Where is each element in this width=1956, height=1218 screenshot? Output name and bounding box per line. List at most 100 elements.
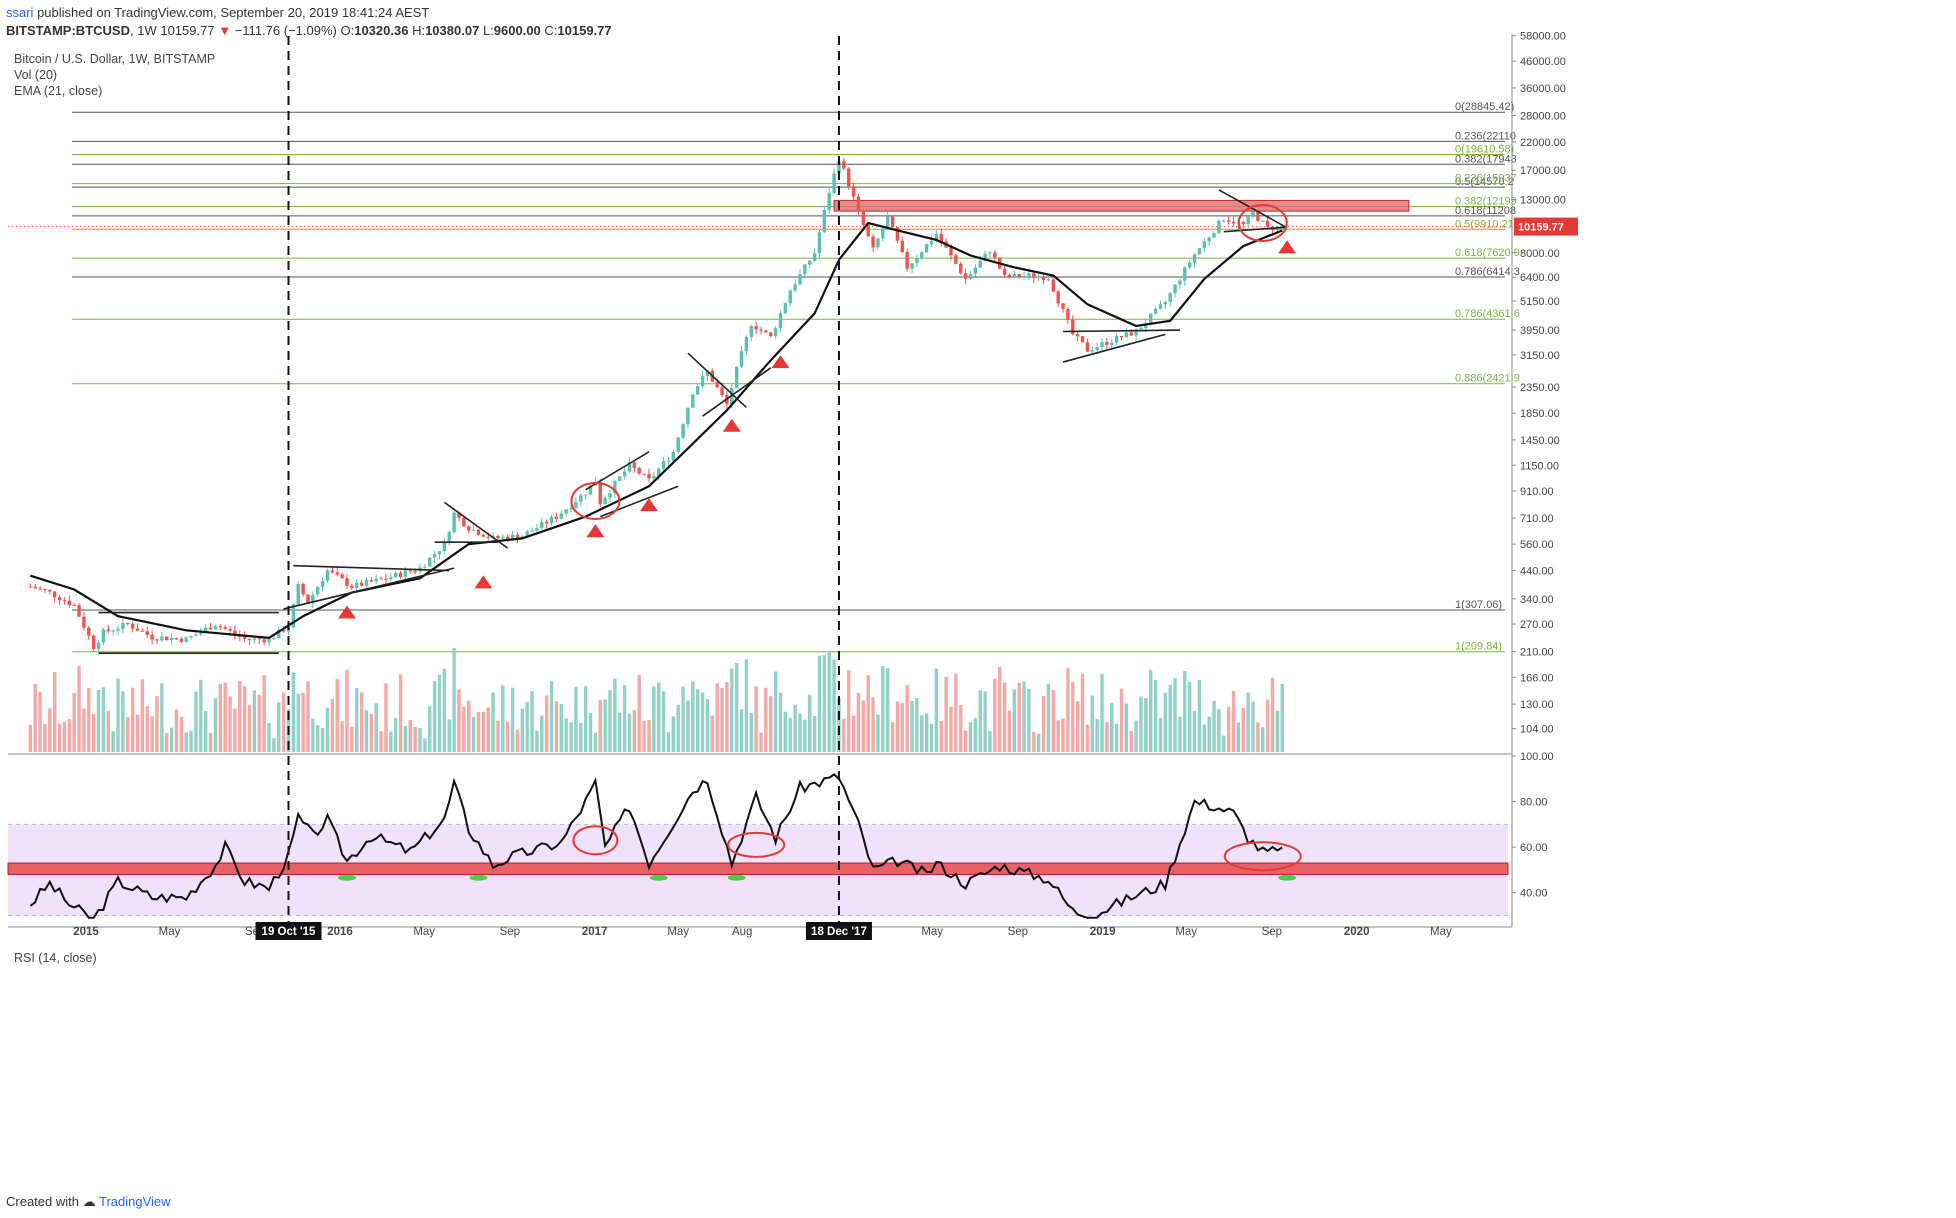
volume-bar-252 (1256, 722, 1260, 752)
time-tick-label-0: 2015 (73, 926, 99, 938)
candle-body-221 (1105, 342, 1109, 345)
candle-body-218 (1090, 350, 1094, 352)
volume-bar-55 (296, 693, 300, 752)
candle-body-78 (408, 570, 412, 572)
candle-body-183 (920, 252, 924, 258)
volume-bar-113 (579, 723, 583, 752)
volume-bar-172 (866, 675, 870, 752)
price-tick-label-2: 36000.00 (1520, 83, 1566, 95)
candle-body-9 (72, 605, 76, 607)
volume-bar-213 (1066, 668, 1070, 752)
volume-bar-220 (1100, 673, 1104, 752)
volume-bar-59 (316, 725, 320, 752)
volume-bar-68 (359, 692, 364, 752)
volume-bar-241 (1202, 724, 1206, 752)
candle-body-120 (613, 480, 617, 494)
volume-bar-81 (423, 738, 427, 752)
legend-volume: Vol (20) (14, 68, 58, 82)
time-tick-label-12: Sep (1008, 926, 1028, 938)
volume-bar-1 (33, 683, 37, 752)
price-tick-label-8: 8000.00 (1520, 248, 1560, 260)
candle-body-22 (135, 628, 140, 631)
candle-body-109 (559, 513, 563, 519)
volume-bar-211 (1056, 720, 1060, 752)
volume-bar-45 (247, 705, 252, 752)
brand-name[interactable]: TradingView (99, 1194, 171, 1209)
candle-body-93 (481, 534, 486, 537)
price-tick-label-15: 1450.00 (1520, 435, 1560, 447)
candle-body-52 (281, 629, 286, 632)
volume-bar-57 (306, 681, 310, 752)
candle-body-250 (1246, 216, 1250, 225)
volume-bar-243 (1212, 701, 1216, 752)
volume-bar-104 (535, 730, 539, 752)
candle-body-99 (510, 534, 515, 540)
candle-body-83 (432, 554, 437, 558)
candle-body-131 (666, 460, 671, 462)
candle-body-193 (968, 273, 973, 279)
volume-bar-240 (1197, 679, 1202, 752)
candle-body-88 (457, 512, 461, 518)
candle-body-137 (695, 386, 700, 395)
candle-body-224 (1119, 335, 1124, 338)
candle-body-165 (832, 173, 836, 193)
candle-body-150 (759, 329, 763, 331)
candle-body-167 (842, 161, 846, 169)
candle-body-57 (306, 594, 310, 604)
volume-bar-199 (998, 666, 1002, 752)
time-tick-label-8: May (667, 926, 689, 938)
volume-bar-43 (238, 680, 242, 752)
candle-body-49 (267, 638, 271, 643)
candle-body-64 (340, 574, 344, 579)
volume-bar-95 (491, 692, 495, 752)
volume-bar-88 (457, 689, 461, 752)
trendline-10 (1062, 333, 1166, 363)
candle-body-145 (734, 366, 739, 388)
volume-bar-244 (1217, 709, 1221, 752)
candle-body-178 (895, 227, 900, 241)
candle-body-34 (194, 634, 198, 636)
candle-body-81 (423, 566, 427, 568)
candle-body-155 (783, 303, 788, 314)
volume-bar-253 (1261, 727, 1265, 752)
volume-bar-38 (213, 698, 218, 752)
volume-bar-230 (1149, 669, 1153, 752)
candle-body-233 (1163, 302, 1168, 305)
candle-body-226 (1129, 332, 1133, 336)
candle-body-105 (540, 521, 544, 528)
volume-bar-186 (934, 668, 939, 752)
time-tick-label-6: Sep (500, 926, 520, 938)
author-name[interactable]: ssari (6, 5, 34, 20)
volume-bar-56 (301, 692, 305, 752)
rsi-support-band (7, 862, 1509, 875)
volume-bar-141 (715, 683, 719, 752)
down-arrow-icon: ▼ (218, 23, 232, 38)
highlight-circle-1 (1237, 203, 1288, 242)
volume-bar-128 (652, 686, 656, 752)
fib-level-label-5: 0.236(15037 (1455, 173, 1517, 185)
rsi-marker-4 (1278, 874, 1297, 881)
volume-bar-24 (145, 706, 149, 752)
candle-body-139 (705, 370, 710, 377)
candle-body-59 (316, 586, 320, 595)
volume-bar-131 (666, 732, 671, 752)
fib-level-label-9: 0.618(7620.9 (1455, 247, 1520, 259)
volume-bar-168 (846, 670, 851, 752)
candle-body-42 (233, 630, 237, 635)
published-text: published on TradingView.com, September … (37, 5, 430, 20)
candle-body-238 (1187, 262, 1192, 268)
candle-body-115 (588, 485, 593, 495)
price-tick-label-3: 28000.00 (1520, 111, 1566, 123)
volume-bar-73 (384, 683, 388, 752)
volume-bar-204 (1022, 681, 1026, 752)
candle-body-121 (618, 476, 622, 481)
current-price-tag (1514, 217, 1578, 236)
volume-bar-209 (1046, 683, 1051, 752)
candle-body-38 (213, 626, 218, 630)
volume-bar-14 (96, 690, 101, 752)
volume-bar-94 (486, 707, 490, 752)
candle-body-10 (77, 605, 81, 617)
volume-bar-49 (267, 723, 271, 752)
volume-bar-210 (1051, 690, 1055, 752)
